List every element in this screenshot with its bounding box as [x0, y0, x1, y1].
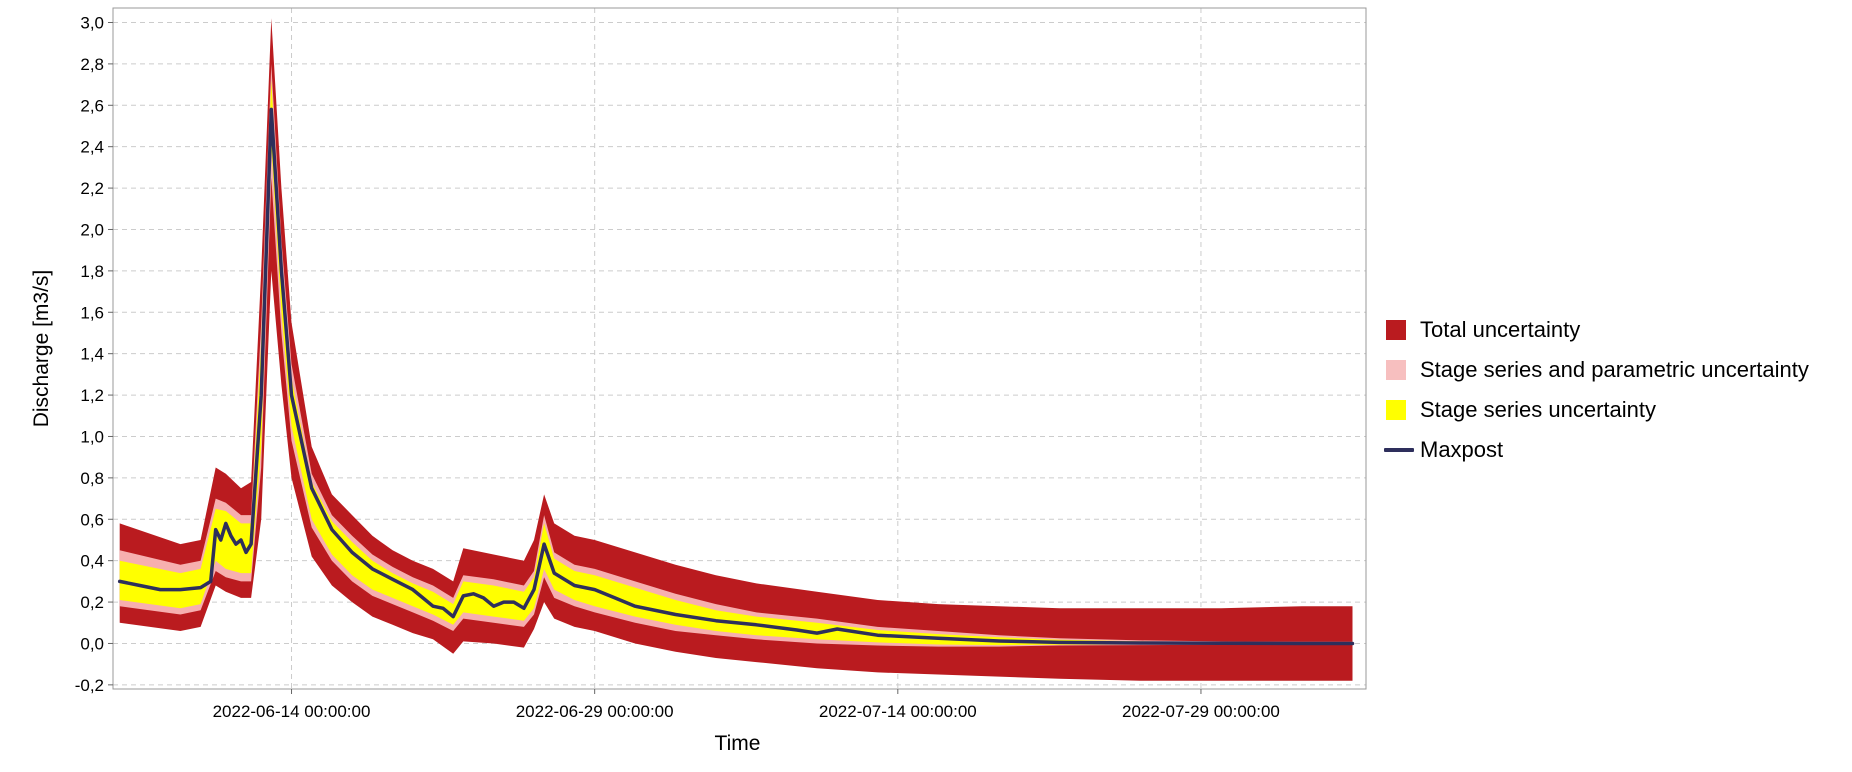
y-tick-label: 0,0 — [80, 634, 104, 653]
y-tick-label: 1,0 — [80, 427, 104, 446]
x-tick-label: 2022-06-14 00:00:00 — [213, 702, 371, 721]
x-tick-label: 2022-07-29 00:00:00 — [1122, 702, 1280, 721]
total-uncertainty-band — [119, 18, 1353, 681]
parametric-uncertainty-band — [119, 63, 1353, 647]
legend-label-maxpost: Maxpost — [1420, 437, 1504, 462]
legend-swatch-total — [1386, 320, 1406, 340]
y-axis-title: Discharge [m3/s] — [30, 270, 53, 428]
x-axis-title: Time — [715, 732, 761, 755]
y-tick-label: 0,6 — [80, 510, 104, 529]
y-tick-label: 1,8 — [80, 262, 104, 281]
y-tick-label: 2,6 — [80, 96, 104, 115]
y-tick-label: 1,4 — [80, 345, 104, 364]
y-tick-label: 2,4 — [80, 138, 104, 157]
y-tick-label: 2,2 — [80, 179, 104, 198]
y-tick-label: 0,2 — [80, 593, 104, 612]
legend-item-maxpost: Maxpost — [1384, 430, 1809, 470]
legend-item-stage: Stage series uncertainty — [1384, 390, 1809, 430]
y-tick-label: 1,2 — [80, 386, 104, 405]
legend-item-total: Total uncertainty — [1384, 310, 1809, 350]
legend-line-maxpost — [1384, 448, 1414, 452]
y-axis-ticks: -0,2 0,0 0,2 0,4 0,6 0,8 1,0 1,2 1,4 1,6 1,8 2,0 2,2… — [75, 13, 113, 695]
y-tick-label: 2,0 — [80, 220, 104, 239]
plot-frame — [112, 7, 1367, 690]
uncertainty-bands — [119, 18, 1353, 681]
y-tick-label: 2,8 — [80, 55, 104, 74]
maxpost-layer — [117, 107, 1355, 646]
x-tick-label: 2022-07-14 00:00:00 — [819, 702, 977, 721]
maxpost-line — [117, 107, 1355, 646]
legend-swatch-parametric — [1386, 360, 1406, 380]
y-tick-label: 1,6 — [80, 303, 104, 322]
legend-item-parametric: Stage series and parametric uncertainty — [1384, 350, 1809, 390]
y-tick-label: 0,4 — [80, 552, 104, 571]
legend-label-parametric: Stage series and parametric uncertainty — [1420, 357, 1809, 382]
y-tick-label: 3,0 — [80, 13, 104, 32]
y-tick-label: -0,2 — [75, 676, 104, 695]
x-tick-label: 2022-06-29 00:00:00 — [516, 702, 674, 721]
legend-swatch-stage — [1386, 400, 1406, 420]
x-axis-ticks: 2022-06-14 00:00:00 2022-06-29 00:00:00 20… — [213, 689, 1280, 721]
legend: Total uncertainty Stage series and param… — [1384, 310, 1809, 470]
y-tick-label: 0,8 — [80, 469, 104, 488]
legend-label-total: Total uncertainty — [1420, 317, 1581, 342]
legend-label-stage: Stage series uncertainty — [1420, 397, 1657, 422]
